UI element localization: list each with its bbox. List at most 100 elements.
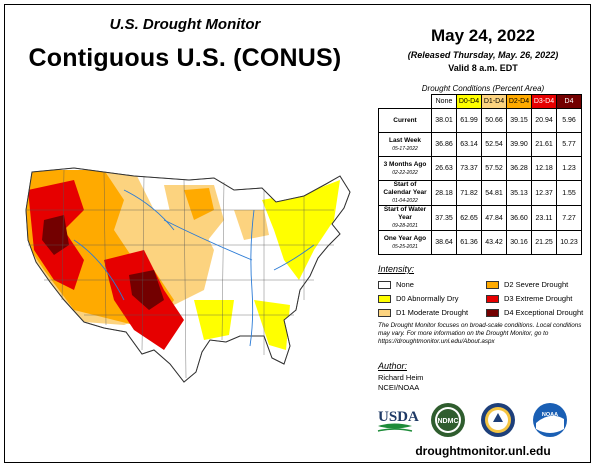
d0-region-east — [262, 180, 340, 280]
ndmc-logo-text: NDMC — [438, 418, 459, 425]
table-row: One Year Ago 05-25-2021 38.64 61.36 43.42… — [378, 230, 582, 255]
cell: 63.14 — [456, 132, 482, 157]
noaa-logo-text: NOAA — [542, 412, 558, 418]
map-subtitle: U.S. Drought Monitor — [109, 16, 261, 33]
intensity-title: Intensity: — [378, 264, 415, 274]
row-label: 3 Months Ago — [383, 160, 427, 168]
release-date: May 24, 2022 — [431, 26, 535, 45]
col-d0-d4: D0-D4 — [456, 94, 482, 109]
cell: 12.37 — [531, 180, 557, 206]
cell: 21.25 — [531, 230, 557, 255]
cell: 20.94 — [531, 108, 557, 133]
cell: 7.27 — [556, 205, 582, 231]
row-date: 02-22-2022 — [392, 169, 418, 176]
valid-time: Valid 8 a.m. EDT — [448, 63, 518, 73]
col-none: None — [431, 94, 457, 109]
cell: 26.63 — [431, 156, 457, 181]
row-date: 01-04-2022 — [392, 198, 418, 204]
legend-item: D2 Severe Drought — [486, 280, 568, 289]
col-d3-d4: D3-D4 — [531, 94, 557, 109]
cell: 28.18 — [431, 180, 457, 206]
cell: 54.81 — [481, 180, 507, 206]
table-row: Start of Calendar Year 01-04-2022 28.18 7… — [378, 180, 582, 206]
cell: 37.35 — [431, 205, 457, 231]
cell: 39.90 — [506, 132, 532, 157]
cell: 38.01 — [431, 108, 457, 133]
cell: 73.37 — [456, 156, 482, 181]
author-name: Richard Heim — [378, 373, 424, 382]
noaa-wave — [536, 415, 564, 433]
cell: 10.23 — [556, 230, 582, 255]
cell: 36.60 — [506, 205, 532, 231]
conditions-title: Drought Conditions (Percent Area) — [421, 84, 545, 93]
intensity-legend: None D0 Abnormally Dry D1 Moderate Droug… — [378, 277, 588, 321]
row-label: Current — [393, 116, 417, 124]
usda-logo-text: USDA — [378, 409, 419, 425]
legend-swatch — [486, 308, 499, 317]
cell: 57.52 — [481, 156, 507, 181]
author-org: NCEI/NOAA — [378, 383, 420, 392]
legend-item: D4 Exceptional Drought — [486, 308, 583, 317]
legend-label: D4 Exceptional Drought — [504, 308, 584, 317]
row-label: Start of Calendar Year — [383, 181, 427, 196]
legend-item: D3 Extreme Drought — [486, 294, 572, 303]
website-link[interactable]: droughtmonitor.unl.edu — [415, 444, 551, 458]
row-date: 09-28-2021 — [392, 223, 418, 229]
cell: 12.18 — [531, 156, 557, 181]
legend-label: D0 Abnormally Dry — [396, 294, 459, 303]
usda-swoosh-2 — [377, 428, 413, 432]
col-d4: D4 — [556, 94, 582, 109]
cell: 38.64 — [431, 230, 457, 255]
ndmc-logo: NDMC — [431, 403, 465, 437]
doc-seal-eagle — [493, 413, 503, 422]
cell: 52.54 — [481, 132, 507, 157]
col-d2-d4: D2-D4 — [506, 94, 532, 109]
table-row: Last Week 05-17-2022 36.86 63.14 52.54 39… — [378, 132, 582, 157]
legend-swatch — [378, 280, 391, 289]
cell: 30.16 — [506, 230, 532, 255]
legend-swatch — [378, 294, 391, 303]
legend-label: None — [396, 280, 414, 289]
cell: 36.28 — [506, 156, 532, 181]
cell: 1.23 — [556, 156, 582, 181]
row-label: One Year Ago — [383, 234, 427, 242]
disclaimer-note: The Drought Monitor focuses on broad-sca… — [378, 322, 582, 345]
row-date: 05-17-2022 — [392, 145, 418, 152]
author-title: Author: — [378, 361, 408, 371]
usda-swoosh — [378, 423, 412, 429]
agency-logos: USDA NDMC NOAA — [377, 403, 567, 437]
table-row: 3 Months Ago 02-22-2022 26.63 73.37 57.52… — [378, 156, 582, 181]
conus-drought-map — [25, 167, 351, 383]
cell: 1.55 — [556, 180, 582, 206]
cell: 39.15 — [506, 108, 532, 133]
cell: 62.65 — [456, 205, 482, 231]
cell: 43.42 — [481, 230, 507, 255]
conditions-table: None D0-D4 D1-D4 D2-D4 D3-D4 D4 Current … — [378, 94, 582, 255]
state-boundaries — [26, 169, 334, 379]
cell: 47.84 — [481, 205, 507, 231]
row-label: Start of Water Year — [383, 206, 427, 221]
noaa-logo: NOAA — [533, 403, 567, 437]
cell: 23.11 — [531, 205, 557, 231]
legend-label: D3 Extreme Drought — [504, 294, 573, 303]
legend-item: None — [378, 280, 414, 289]
cell: 61.36 — [456, 230, 482, 255]
legend-swatch — [378, 308, 391, 317]
row-label: Last Week — [388, 136, 422, 144]
table-row: Start of Water Year 09-28-2021 37.35 62.6… — [378, 205, 582, 231]
legend-item: D1 Moderate Drought — [378, 308, 468, 317]
d0-region-south-central — [194, 300, 234, 340]
cell: 36.86 — [431, 132, 457, 157]
legend-label: D2 Severe Drought — [504, 280, 569, 289]
d0-region-southeast — [254, 300, 290, 350]
legend-swatch — [486, 280, 499, 289]
map-title: Contiguous U.S. (CONUS) — [28, 44, 342, 72]
ndmc-inner — [437, 409, 459, 431]
legend-item: D0 Abnormally Dry — [378, 294, 459, 303]
cell: 71.82 — [456, 180, 482, 206]
table-row: Current 38.01 61.99 50.66 39.15 20.94 5.… — [378, 108, 582, 133]
cell: 50.66 — [481, 108, 507, 133]
d1-region-midwest — [234, 210, 269, 240]
legend-swatch — [486, 294, 499, 303]
cell: 5.96 — [556, 108, 582, 133]
